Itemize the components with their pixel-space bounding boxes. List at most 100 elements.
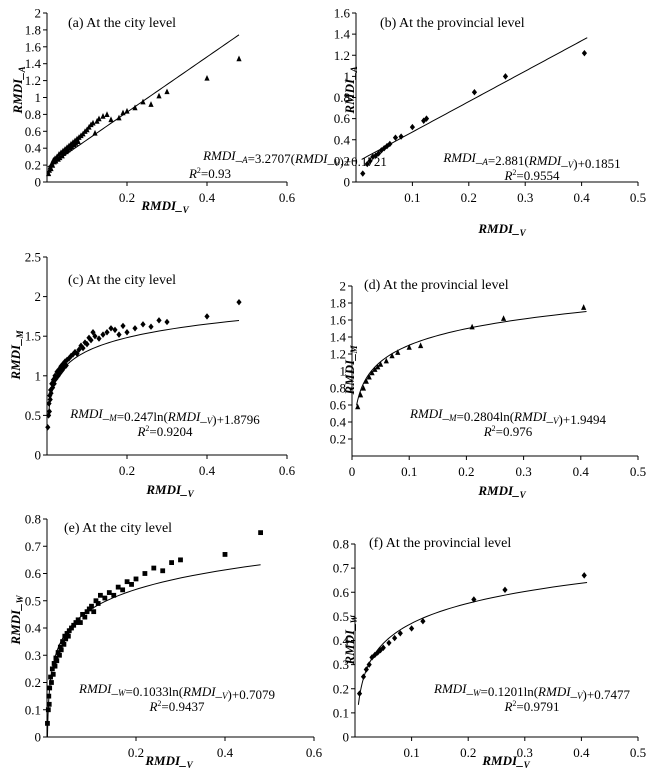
y-tick-label: 0.3 [333,657,349,672]
data-point [363,666,369,673]
data-point [80,611,85,617]
x-tick-label: 0.2 [461,190,477,205]
data-point [46,701,52,707]
data-point [48,165,54,172]
data-point [581,49,588,57]
data-point [156,317,162,324]
x-tick-label: 0.4 [217,745,234,760]
data-point [75,138,81,145]
data-point [71,622,77,628]
y-tick-label: 0 [344,175,351,190]
data-point [140,321,146,328]
x-axis-label: RMDI_V [140,198,189,215]
data-point [169,560,174,565]
chart-title: (d) At the provincial level [364,278,509,293]
data-point [373,152,379,159]
data-point [148,101,154,107]
data-point [366,661,372,668]
data-point [116,114,122,121]
data-point [90,329,96,336]
data-point [420,618,426,625]
y-tick-label: 0.1 [333,705,349,720]
data-point [372,366,378,372]
data-point [57,652,62,658]
chart-panel: 0 0.5 1 1.5 2 2.5 0.2 0.4 0.6 (c) At the city lev… [8,250,296,500]
data-point [82,614,88,620]
data-point [58,647,64,653]
x-tick-label: 0.5 [630,745,646,760]
data-point [51,661,57,666]
data-point [469,323,475,330]
data-point [48,390,54,397]
x-tick-label: 0.3 [515,464,531,479]
data-point [66,355,72,362]
y-tick-label: 1.2 [330,347,346,362]
fit-line [356,311,587,406]
chart-panel: 0 0.1 0.2 0.3 0.4 0.5 0.6 0.7 0.8 0.1 0.2 0.3 0.4 0.5… [333,536,646,770]
data-point [60,639,65,645]
x-tick-label: 0.2 [458,464,474,479]
data-point [96,335,102,342]
data-point [471,89,478,96]
data-point [360,384,367,391]
data-point [51,380,57,387]
data-point [160,568,166,574]
data-point [106,590,112,595]
data-point [64,631,70,636]
data-point [236,55,242,62]
chart-title: (e) At the city level [64,521,172,536]
y-axis-label: RMDI_M [342,344,359,395]
data-point [124,329,130,336]
data-point [52,663,58,669]
x-tick-label: 0.4 [199,463,216,478]
data-point [392,134,399,141]
y-tick-label: 1.8 [25,22,41,37]
data-point [384,142,390,150]
y-tick-label: 0.6 [330,398,347,413]
data-point [366,373,372,380]
r-squared: R2=0.9791 [503,699,559,714]
data-point [69,625,74,631]
data-point [100,112,106,119]
data-point [222,552,228,557]
data-point [73,140,79,146]
chart-panel: 0.2 0.4 0.6 0.8 1 1.2 1.4 1.6 1.8 2 0 0.1 0.2 0.3 0.4 0… [330,278,646,500]
data-point [73,620,79,625]
data-point [111,592,117,598]
data-point [49,680,54,685]
data-point [104,329,110,336]
x-axis-label: RMDI_V [477,221,526,238]
data-point [129,582,134,587]
data-point [151,565,157,571]
data-point [91,609,97,615]
data-point [502,73,509,80]
fit-equation: RMDI_W=0.1201ln(RMDI_V)+0.7477 [433,681,630,702]
data-point [389,352,395,359]
y-tick-label: 0.7 [25,539,42,554]
data-point [204,74,210,81]
data-point [502,586,508,594]
data-point [47,392,53,399]
y-tick-label: 0.6 [333,585,350,600]
x-tick-label: 0.6 [279,463,296,478]
data-point [471,596,477,603]
fit-equation: RMDI_A=3.2707(RMDI_V)+0.1721 [202,148,387,169]
data-point [116,331,122,338]
data-point [76,346,82,353]
data-point [423,115,430,122]
data-point [68,352,74,360]
y-tick-label: 0 [35,730,42,745]
data-point [61,641,67,647]
y-tick-label: 1.5 [25,329,41,344]
y-tick-label: 2.5 [25,250,41,265]
data-point [369,654,375,661]
chart-title: (b) At the provincial level [380,16,525,31]
data-point [77,620,83,625]
y-tick-label: 1.6 [25,39,42,54]
y-tick-label: 0.3 [25,648,41,663]
fit-equation: RMDI_M=0.2804ln(RMDI_V)+1.9494 [409,406,606,427]
y-tick-label: 0.2 [330,432,346,447]
data-point [363,378,369,384]
data-point [45,720,50,726]
